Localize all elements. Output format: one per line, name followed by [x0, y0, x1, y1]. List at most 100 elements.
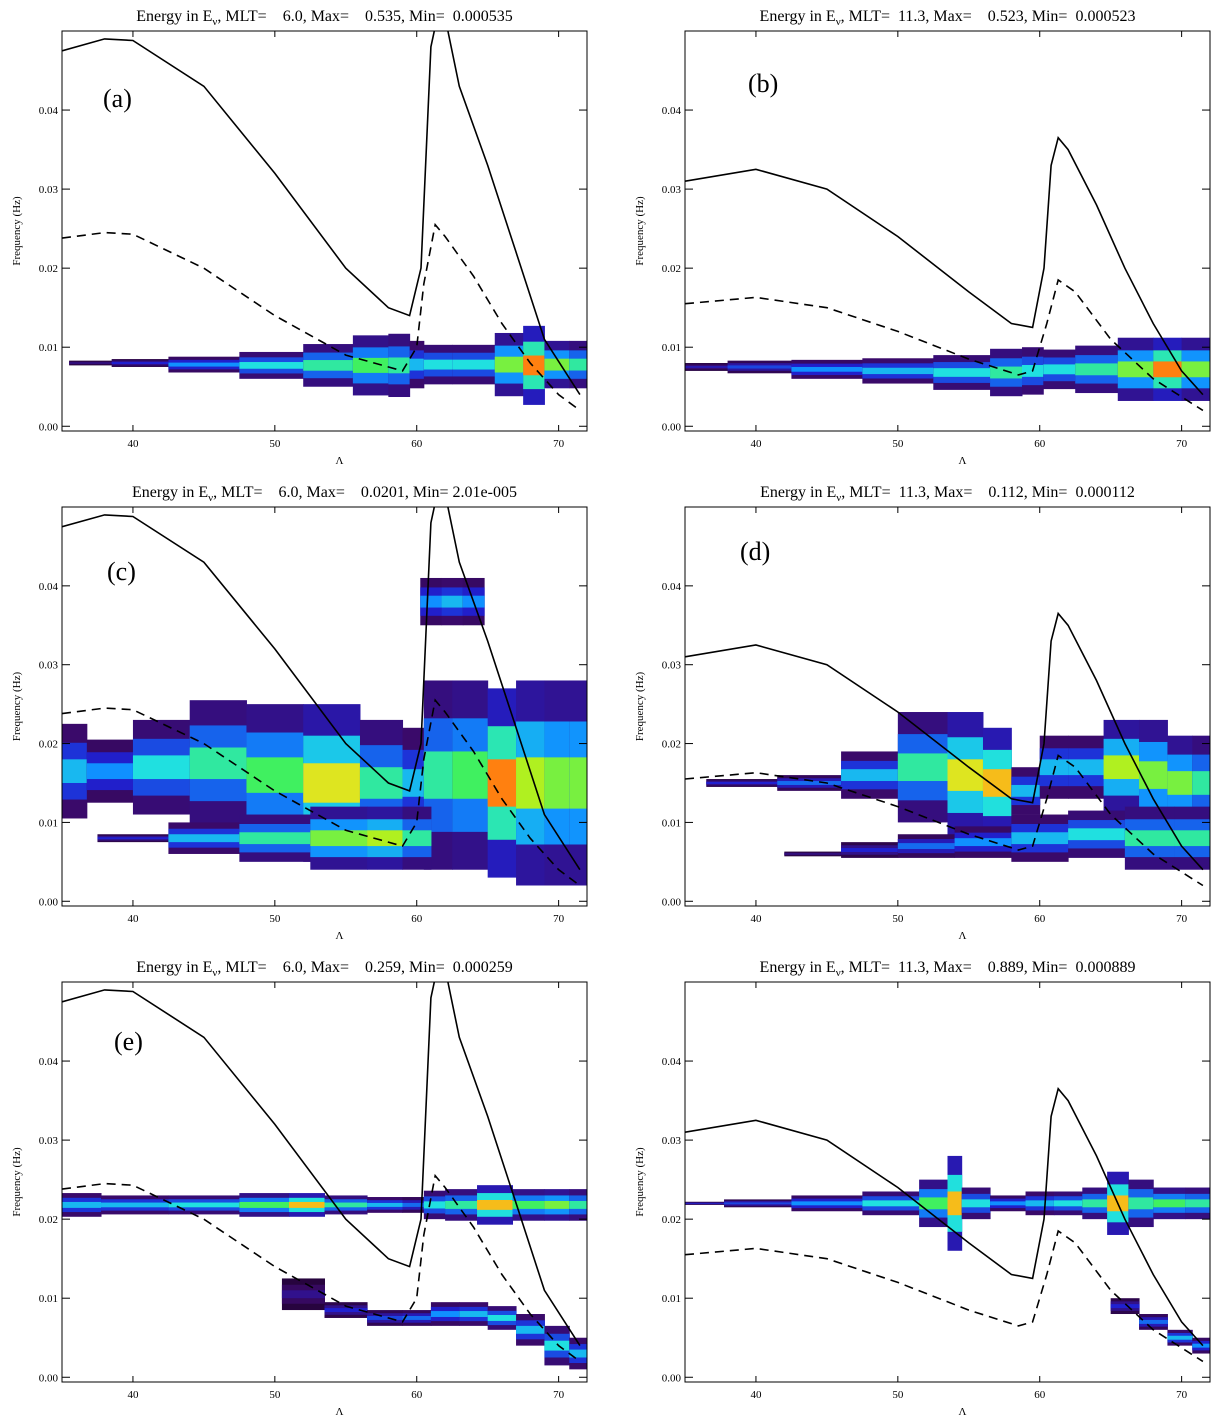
- spectral-cell: [494, 356, 524, 373]
- spectral-cell: [516, 1325, 545, 1334]
- x-tick-label: 60: [411, 1389, 423, 1401]
- title-subscript: ν: [836, 492, 841, 504]
- spectral-cell: [727, 365, 792, 369]
- x-tick-label: 40: [127, 438, 139, 450]
- x-tick-label: 70: [1176, 438, 1188, 450]
- spectral-cell: [359, 767, 404, 799]
- spectral-cell: [452, 751, 489, 799]
- y-tick-label: 0.01: [39, 1293, 58, 1305]
- x-tick-label: 50: [269, 1389, 281, 1401]
- panel-label: (c): [107, 557, 136, 586]
- spectral-cell: [111, 362, 169, 365]
- y-tick-label: 0.04: [662, 105, 682, 117]
- title-text: , MLT= 11.3, Max= 0.112, Min= 0.000112: [841, 484, 1135, 501]
- solid-line: [62, 507, 581, 871]
- y-tick-label: 0.03: [39, 184, 59, 196]
- x-tick-label: 70: [1176, 1389, 1188, 1401]
- spectral-cell: [897, 753, 948, 782]
- spectral-cell: [961, 1199, 991, 1208]
- x-tick-label: 40: [127, 1389, 139, 1401]
- y-tick-label: 0.04: [39, 105, 59, 117]
- spectral-cell: [132, 755, 191, 780]
- spectral-cell: [168, 1202, 240, 1208]
- spectral-cell: [168, 834, 240, 843]
- x-tick-label: 40: [750, 913, 762, 925]
- x-axis-label: Λ: [959, 455, 967, 467]
- y-axis-label: Frequency (Hz): [11, 1147, 23, 1217]
- spectral-cell: [1185, 1199, 1210, 1208]
- spectral-cell: [402, 1315, 432, 1320]
- spectral-cell: [1128, 1197, 1154, 1210]
- x-tick-label: 50: [892, 1389, 904, 1401]
- spectral-cell: [685, 1202, 725, 1204]
- x-axis-label: Λ: [959, 930, 967, 942]
- x-axis-label: Λ: [336, 455, 344, 467]
- chart-title: Energy in Eν, MLT= 11.3, Max= 0.523, Min…: [760, 8, 1136, 28]
- y-axis-label: Frequency (Hz): [634, 672, 646, 742]
- spectral-cell: [430, 1311, 460, 1317]
- spectral-cell: [352, 357, 389, 373]
- y-tick-label: 0.03: [39, 1135, 59, 1147]
- spectral-cell: [303, 360, 354, 371]
- x-tick-label: 50: [269, 913, 281, 925]
- spectral-cell: [1068, 759, 1105, 776]
- spectral-cell: [791, 1201, 863, 1206]
- y-tick-label: 0.01: [39, 817, 58, 829]
- spectral-cell: [1139, 761, 1168, 789]
- x-tick-label: 60: [1034, 1389, 1046, 1401]
- spectral-cell: [1153, 1199, 1186, 1208]
- spectral-cell: [402, 830, 432, 847]
- x-tick-label: 60: [411, 438, 423, 450]
- spectral-cell: [420, 595, 443, 608]
- y-tick-label: 0.03: [39, 660, 59, 672]
- spectral-cell: [862, 1200, 920, 1207]
- title-text: , MLT= 11.3, Max= 0.523, Min= 0.000523: [841, 8, 1136, 25]
- solid-line: [685, 1086, 1204, 1347]
- title-text: Energy in E: [132, 484, 208, 501]
- y-tick-label: 0.00: [662, 1372, 682, 1384]
- plot-frame: [61, 30, 588, 432]
- y-tick-label: 0.00: [39, 1372, 59, 1384]
- y-tick-label: 0.00: [39, 421, 59, 433]
- x-tick-label: 70: [1176, 913, 1188, 925]
- spectral-cell: [62, 759, 88, 783]
- spectral-cell: [1192, 771, 1210, 795]
- spectral-cell: [441, 595, 464, 608]
- spectral-cell: [841, 769, 899, 782]
- plot-frame: [684, 981, 1211, 1383]
- spectral-cell: [86, 763, 134, 780]
- spectral-cell: [947, 1191, 963, 1216]
- y-tick-label: 0.01: [39, 342, 58, 354]
- title-subscript: ν: [208, 492, 213, 504]
- spectral-cell: [954, 838, 1012, 847]
- y-tick-label: 0.02: [39, 739, 58, 751]
- y-tick-label: 0.00: [662, 421, 682, 433]
- y-axis-label: Frequency (Hz): [11, 672, 23, 742]
- spectral-cell: [452, 359, 496, 370]
- chart-title: Energy in Eν, MLT= 6.0, Max= 0.535, Min=…: [136, 8, 513, 28]
- spectral-cell: [1192, 1343, 1210, 1348]
- chart-title: Energy in Eν, MLT= 6.0, Max= 0.259, Min=…: [136, 959, 513, 979]
- x-tick-label: 70: [553, 438, 565, 450]
- spectral-cell: [1174, 830, 1210, 847]
- y-tick-label: 0.03: [662, 660, 682, 672]
- title-subscript: ν: [836, 967, 841, 979]
- spectral-cell: [933, 368, 991, 377]
- spectral-cell: [1082, 1199, 1108, 1208]
- spectral-cell: [544, 358, 570, 371]
- spectral-cell: [303, 763, 361, 803]
- title-text: , MLT= 6.0, Max= 0.535, Min= 0.000535: [217, 8, 512, 25]
- spectral-cell: [189, 747, 247, 780]
- x-tick-label: 50: [269, 438, 281, 450]
- spectral-cell: [777, 781, 842, 785]
- spectral-cell: [544, 1200, 570, 1209]
- panel-label: (d): [740, 537, 770, 566]
- panel-label: (b): [748, 69, 778, 98]
- spectral-cell: [423, 751, 453, 799]
- y-tick-label: 0.01: [662, 1293, 681, 1305]
- x-tick-label: 60: [1034, 913, 1046, 925]
- y-tick-label: 0.03: [662, 1135, 682, 1147]
- spectral-cell: [897, 843, 956, 850]
- spectral-cell: [1181, 361, 1210, 378]
- plot-area: [62, 31, 587, 412]
